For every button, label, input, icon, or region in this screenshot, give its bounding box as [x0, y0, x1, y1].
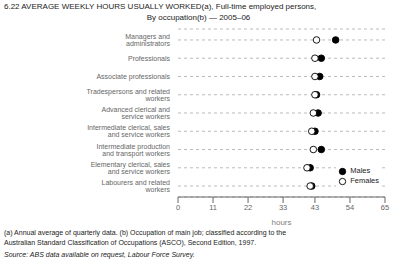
html-text:Males: Males	[350, 166, 371, 175]
html-text:By occupation(b) — 2005–06: By occupation(b) — 2005–06	[146, 13, 251, 22]
html-text:Source: ABS data available on: Source: ABS data available on request, L…	[4, 251, 195, 258]
html-text:Australian Standard Classifica: Australian Standard Classification of Oc…	[4, 239, 257, 246]
svg-text:Associate professionals: Associate professionals	[96, 73, 170, 81]
svg-text:11: 11	[209, 203, 217, 212]
svg-text:Tradespersons and relatedworke: Tradespersons and relatedworkers	[87, 88, 171, 102]
svg-text:Managers andadministrators: Managers andadministrators	[125, 33, 170, 47]
html-text:(a) Annual average of quarterl: (a) Annual average of quarterly data. (b…	[4, 229, 287, 236]
svg-text:Intermediate productionand tra: Intermediate productionand transport wor…	[96, 143, 170, 158]
svg-text:33: 33	[279, 203, 287, 212]
svg-text:0: 0	[176, 203, 180, 212]
svg-text:54: 54	[346, 203, 354, 212]
svg-text:Labourers and relatedworkers: Labourers and relatedworkers	[102, 179, 171, 193]
svg-text:65: 65	[381, 203, 389, 212]
svg-text:Intermediate clerical, salesan: Intermediate clerical, salesand service …	[87, 124, 170, 138]
svg-text:Professionals: Professionals	[128, 55, 171, 62]
svg-text:hours: hours	[271, 218, 291, 225]
svg-text:43: 43	[311, 203, 319, 212]
html-text:Females: Females	[350, 176, 379, 185]
html-text:6.22 AVERAGE WEEKLY HOURS USUA: 6.22 AVERAGE WEEKLY HOURS USUALLY WORKED…	[4, 2, 317, 11]
svg-text:Advanced clerical andservice w: Advanced clerical andservice workers	[102, 106, 171, 120]
svg-text:22: 22	[244, 203, 252, 212]
svg-text:Elementary clerical, salesand: Elementary clerical, salesand service wo…	[91, 161, 171, 175]
